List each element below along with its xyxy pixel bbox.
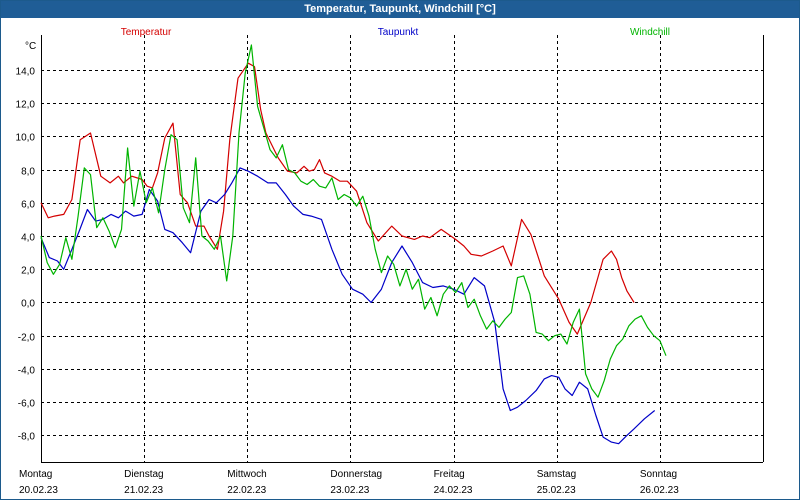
series-lines <box>40 44 667 445</box>
y-tick-label: 10,0 <box>16 133 36 144</box>
x-tick-date: 26.02.23 <box>640 485 679 496</box>
x-tick-weekday: Sonntag <box>640 469 677 480</box>
x-tick-weekday: Mittwoch <box>227 469 266 480</box>
y-tick-label: 12,0 <box>16 100 36 111</box>
x-tick-date: 25.02.23 <box>537 485 576 496</box>
legend-temperatur: Temperatur <box>121 27 172 38</box>
chart-title: Temperatur, Taupunkt, Windchill [°C] <box>1 1 799 18</box>
y-tick-label: -2,0 <box>18 333 36 344</box>
x-tick-weekday: Donnerstag <box>330 469 382 480</box>
y-tick-label: -6,0 <box>18 399 36 410</box>
x-tick-date: 24.02.23 <box>434 485 473 496</box>
x-tick-weekday: Freitag <box>434 469 465 480</box>
y-tick-label: 4,0 <box>21 233 35 244</box>
y-tick-label: 6,0 <box>21 200 35 211</box>
tick-labels: -8,0 -6,0 -4,0 -2,0 0,0 2,0 4,0 6,0 8,0 10,0 12,0 1… <box>16 41 680 496</box>
axes <box>41 35 764 463</box>
legend-windchill: Windchill <box>630 27 670 38</box>
y-tick-label: -8,0 <box>18 432 36 443</box>
y-tick-label: -4,0 <box>18 366 36 377</box>
y-axis-unit-label: °C <box>25 41 36 52</box>
y-tick-label: 0,0 <box>21 299 35 310</box>
x-tick-date: 20.02.23 <box>19 485 58 496</box>
series-line-taupunkt <box>40 167 656 445</box>
x-tick-weekday: Montag <box>19 469 52 480</box>
x-tick-weekday: Dienstag <box>124 469 163 480</box>
series-line-windchill <box>40 44 667 398</box>
y-tick-label: 8,0 <box>21 167 35 178</box>
legend: Temperatur Taupunkt Windchill <box>121 27 670 38</box>
x-tick-weekday: Samstag <box>537 469 576 480</box>
y-tick-label: 14,0 <box>16 67 36 78</box>
x-tick-date: 22.02.23 <box>227 485 266 496</box>
y-tick-label: 2,0 <box>21 266 35 277</box>
x-tick-date: 23.02.23 <box>330 485 369 496</box>
x-tick-date: 21.02.23 <box>124 485 163 496</box>
legend-taupunkt: Taupunkt <box>378 27 419 38</box>
grid <box>41 35 763 462</box>
